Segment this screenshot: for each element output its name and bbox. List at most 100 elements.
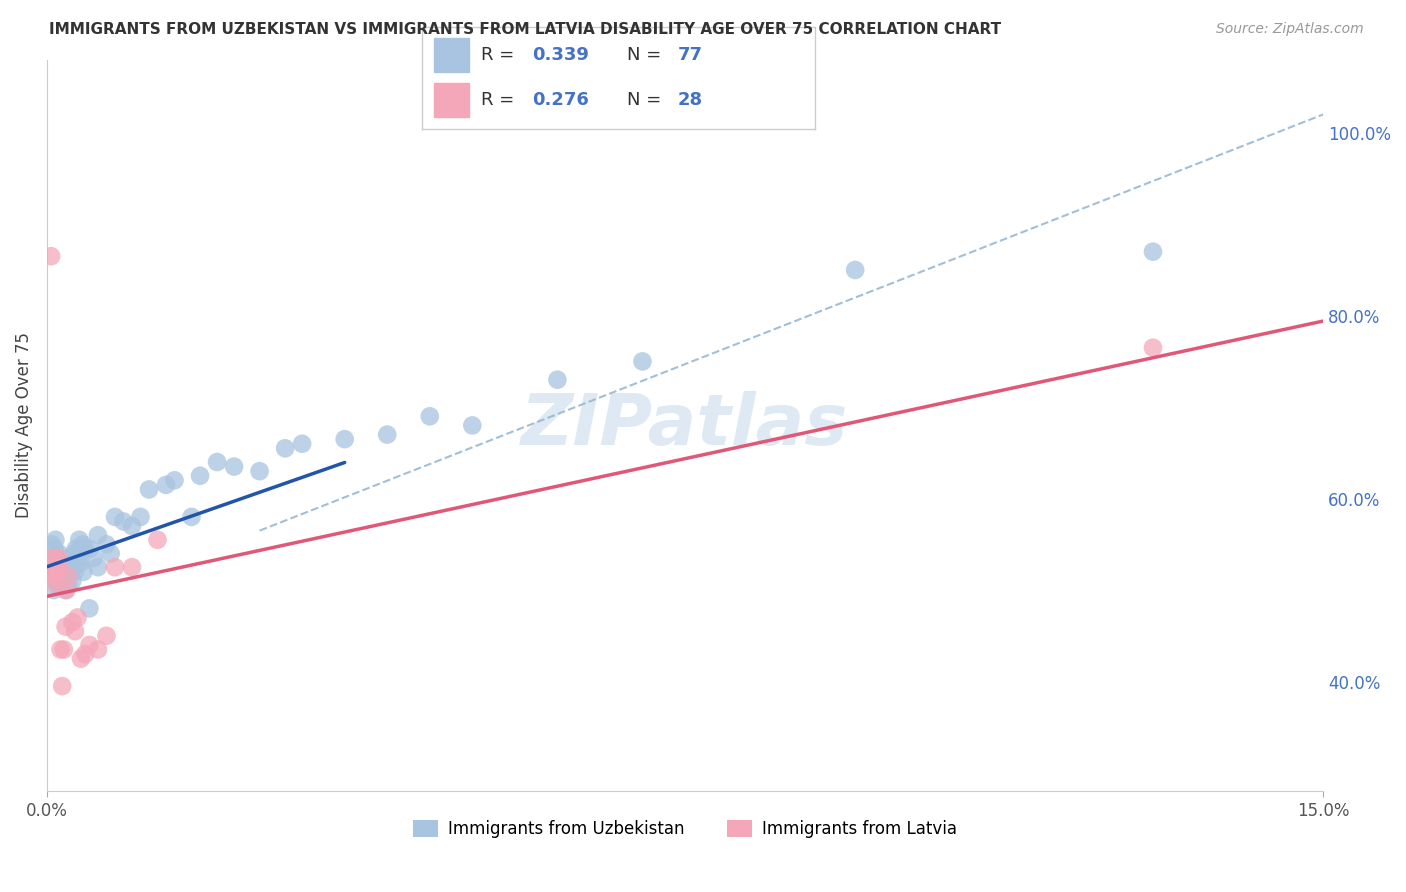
Point	[72, 565, 94, 579]
Point	[83, 551, 105, 566]
Point	[44, 574, 66, 588]
Point	[42, 569, 65, 583]
Point	[70, 541, 93, 556]
Point	[75, 541, 97, 556]
Point	[48, 578, 70, 592]
Point	[52, 565, 75, 579]
Point	[48, 560, 70, 574]
Point	[87, 528, 110, 542]
Text: R =: R =	[481, 46, 520, 64]
Point	[112, 515, 135, 529]
Point	[53, 569, 76, 583]
Point	[138, 483, 160, 497]
Point	[39, 249, 62, 263]
Point	[41, 537, 63, 551]
Point	[844, 263, 866, 277]
Point	[58, 569, 80, 583]
Point	[62, 615, 84, 629]
Text: IMMIGRANTS FROM UZBEKISTAN VS IMMIGRANTS FROM LATVIA DISABILITY AGE OVER 75 CORR: IMMIGRANTS FROM UZBEKISTAN VS IMMIGRANTS…	[49, 22, 1001, 37]
Text: 28: 28	[678, 91, 703, 109]
Y-axis label: Disability Age Over 75: Disability Age Over 75	[15, 333, 32, 518]
Point	[55, 583, 77, 598]
Point	[51, 679, 73, 693]
Text: 0.276: 0.276	[531, 91, 589, 109]
Point	[46, 565, 69, 579]
Point	[44, 569, 66, 583]
Point	[163, 473, 186, 487]
Point	[70, 556, 93, 570]
Point	[49, 642, 72, 657]
Point	[44, 551, 66, 566]
Point	[51, 556, 73, 570]
Point	[51, 565, 73, 579]
Point	[55, 560, 77, 574]
Point	[48, 565, 70, 579]
Point	[49, 551, 72, 566]
Point	[56, 578, 79, 592]
Point	[419, 409, 441, 424]
Point	[38, 551, 60, 566]
Point	[100, 546, 122, 560]
Point	[87, 560, 110, 574]
Point	[48, 569, 70, 583]
Point	[72, 537, 94, 551]
Legend: Immigrants from Uzbekistan, Immigrants from Latvia: Immigrants from Uzbekistan, Immigrants f…	[406, 814, 963, 845]
Point	[48, 551, 70, 566]
Point	[59, 551, 82, 566]
Point	[44, 533, 66, 547]
Point	[333, 432, 356, 446]
Point	[62, 574, 84, 588]
Text: N =: N =	[627, 46, 666, 64]
Point	[222, 459, 245, 474]
Point	[375, 427, 398, 442]
Point	[79, 601, 101, 615]
Point	[75, 647, 97, 661]
Point	[56, 560, 79, 574]
Point	[42, 583, 65, 598]
Point	[188, 468, 211, 483]
Point	[96, 629, 118, 643]
Point	[66, 546, 89, 560]
Text: ZIPatlas: ZIPatlas	[522, 391, 849, 460]
Point	[66, 556, 89, 570]
Point	[44, 541, 66, 556]
Text: Source: ZipAtlas.com: Source: ZipAtlas.com	[1216, 22, 1364, 37]
Point	[63, 565, 86, 579]
Point	[67, 533, 90, 547]
Point	[42, 565, 65, 579]
Text: N =: N =	[627, 91, 666, 109]
Point	[274, 442, 297, 456]
Bar	[433, 38, 470, 72]
Point	[62, 551, 84, 566]
Point	[291, 436, 314, 450]
Point	[461, 418, 484, 433]
Point	[155, 478, 177, 492]
Point	[87, 642, 110, 657]
Point	[52, 556, 75, 570]
Point	[63, 546, 86, 560]
Point	[46, 556, 69, 570]
Point	[39, 569, 62, 583]
Point	[55, 620, 77, 634]
Point	[1142, 244, 1164, 259]
Point	[56, 565, 79, 579]
Point	[631, 354, 654, 368]
Point	[42, 565, 65, 579]
Point	[38, 551, 60, 566]
Point	[1142, 341, 1164, 355]
Point	[51, 578, 73, 592]
Point	[249, 464, 271, 478]
Point	[79, 541, 101, 556]
Point	[104, 509, 127, 524]
Point	[121, 560, 143, 574]
Text: 0.339: 0.339	[531, 46, 589, 64]
Point	[49, 574, 72, 588]
Point	[79, 638, 101, 652]
Text: 77: 77	[678, 46, 703, 64]
Point	[121, 519, 143, 533]
Point	[65, 541, 87, 556]
Text: R =: R =	[481, 91, 520, 109]
Point	[55, 574, 77, 588]
Point	[63, 624, 86, 639]
Point	[129, 509, 152, 524]
